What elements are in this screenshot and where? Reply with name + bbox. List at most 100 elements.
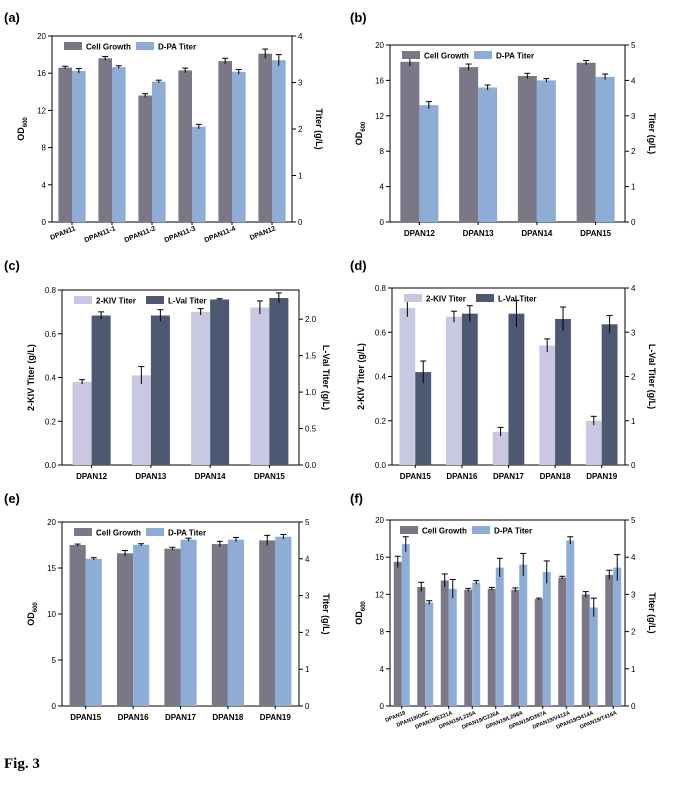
- panel-label: (a): [4, 10, 20, 25]
- bar-2-kiv-titer: [399, 307, 416, 465]
- bar-d-pa-titer: [133, 544, 150, 706]
- bar-cell-growth: [164, 548, 181, 706]
- legend-swatch: [146, 296, 164, 304]
- x-tick-label: DPAN15: [400, 472, 432, 481]
- bar-cell-growth: [581, 594, 590, 706]
- bar-cell-growth: [69, 545, 86, 706]
- bar-cell-growth: [400, 61, 420, 222]
- y2-tick-label: 5: [631, 516, 636, 525]
- x-tick-label: DPAN12: [249, 225, 277, 242]
- y2-tick-label: 1: [298, 172, 303, 181]
- legend-label: 2-KIV Titer: [426, 295, 466, 304]
- y-tick-label: 4: [380, 183, 385, 192]
- y-axis-label: OD600: [16, 117, 29, 141]
- bar-l-val-titer: [91, 315, 111, 465]
- y2-tick-label: 0: [298, 218, 303, 227]
- plot-frame: [389, 519, 626, 707]
- x-tick-label: DPAN16: [118, 713, 150, 722]
- y2-tick-label: 1.0: [305, 388, 317, 397]
- bar-d-pa-titer: [72, 70, 86, 222]
- x-tick-label: DPAN13: [463, 229, 495, 238]
- legend-label: Cell Growth: [422, 527, 467, 536]
- bar-cell-growth: [605, 574, 614, 706]
- y2-tick-label: 0: [631, 218, 636, 227]
- y2-tick-label: 1: [631, 665, 636, 674]
- legend-label: Cell Growth: [424, 52, 469, 61]
- panel-label: (f): [350, 491, 363, 506]
- y2-tick-label: 2: [631, 628, 636, 637]
- bar-l-val-titer: [269, 298, 289, 465]
- y2-tick-label: 2: [631, 373, 636, 382]
- y-tick-label: 15: [47, 564, 56, 573]
- y2-axis-label: Titer (g/L): [314, 108, 324, 149]
- y-axis-label: 2-KIV Titer (g/L): [26, 344, 36, 411]
- panel-label: (e): [4, 491, 20, 506]
- bar-d-pa-titer: [275, 536, 292, 706]
- legend-label: Cell Growth: [96, 529, 141, 538]
- y-axis-label: OD600: [354, 121, 367, 145]
- plot-frame: [389, 44, 626, 223]
- y2-axis-label: L-Val Titer (g/L): [321, 345, 331, 410]
- bar-d-pa-titer: [272, 60, 286, 223]
- y-tick-label: 0.2: [375, 417, 387, 426]
- bar-l-val-titer: [415, 372, 432, 465]
- bar-d-pa-titer: [152, 81, 166, 222]
- y2-tick-label: 2: [631, 147, 636, 156]
- y2-tick-label: 0: [631, 461, 636, 470]
- x-tick-label: DPAN13: [135, 472, 167, 481]
- y-tick-label: 10: [47, 610, 56, 619]
- y2-tick-label: 2: [305, 628, 310, 637]
- x-tick-label: DPAN11: [49, 225, 76, 242]
- y2-axis-label: Titer (g/L): [647, 113, 657, 154]
- x-tick-label: DPAN14: [521, 229, 553, 238]
- bar-2-kiv-titer: [585, 420, 602, 465]
- bar-d-pa-titer: [112, 67, 126, 222]
- y-tick-label: 8: [42, 144, 47, 153]
- bar-d-pa-titer: [542, 572, 551, 706]
- y-axis-label: 2-KIV Titer (g/L): [356, 343, 366, 410]
- bar-cell-growth: [58, 67, 72, 223]
- chart-panel-d: (d) 0.0 0.2 0.4 0.6 0.8 0 1 2 3 4 2-KIV Titer (g/L)…: [350, 258, 657, 481]
- bar-d-pa-titer: [589, 607, 598, 706]
- chart-panel-e: (e) 0 5 10 15 20 0 1 2 3 4 5 OD600 Titer (g/L) DPAN15 D…: [4, 491, 331, 722]
- panel-label: (c): [4, 258, 20, 273]
- y2-tick-label: 3: [298, 79, 303, 88]
- figure-label: Fig. 3: [4, 756, 40, 772]
- bar-d-pa-titer: [595, 76, 615, 222]
- x-tick-label: DPAN19: [586, 472, 618, 481]
- bar-cell-growth: [178, 70, 192, 222]
- legend-swatch: [400, 526, 418, 534]
- bar-cell-growth: [511, 589, 520, 706]
- legend-label: D-PA Titer: [494, 527, 532, 536]
- y2-tick-label: 0: [631, 702, 636, 711]
- y-tick-label: 20: [375, 516, 384, 525]
- bar-cell-growth: [98, 58, 112, 222]
- plot-frame: [51, 35, 293, 223]
- x-tick-label: DPAN16: [446, 472, 478, 481]
- bar-cell-growth: [116, 553, 134, 706]
- legend-swatch: [476, 294, 494, 302]
- y-tick-label: 0.6: [45, 330, 57, 339]
- x-tick-label: DPAN11-1: [84, 225, 117, 244]
- y-tick-label: 16: [375, 76, 384, 85]
- chart-panel-c: (c) 0.0 0.2 0.4 0.6 0.8 0.0 0.5 1.0 1.5 2.0 2-KIV T…: [4, 258, 331, 481]
- y-tick-label: 8: [380, 628, 385, 637]
- bar-d-pa-titer: [419, 105, 439, 222]
- y-tick-label: 12: [375, 590, 384, 599]
- y-axis-label: OD600: [354, 601, 367, 625]
- y2-tick-label: 2: [298, 125, 303, 134]
- y-tick-label: 16: [37, 69, 46, 78]
- legend-label: D-PA Titer: [168, 529, 206, 538]
- legend-label: Cell Growth: [86, 43, 131, 52]
- x-tick-label: DPAN15: [70, 713, 102, 722]
- y2-tick-label: 3: [631, 328, 636, 337]
- y-tick-label: 0.4: [45, 374, 57, 383]
- y-tick-label: 0.2: [45, 417, 57, 426]
- bar-2-kiv-titer: [72, 381, 92, 465]
- bar-2-kiv-titer: [539, 345, 556, 465]
- legend-swatch: [472, 526, 490, 534]
- bar-l-val-titer: [508, 313, 525, 465]
- y2-tick-label: 1: [631, 183, 636, 192]
